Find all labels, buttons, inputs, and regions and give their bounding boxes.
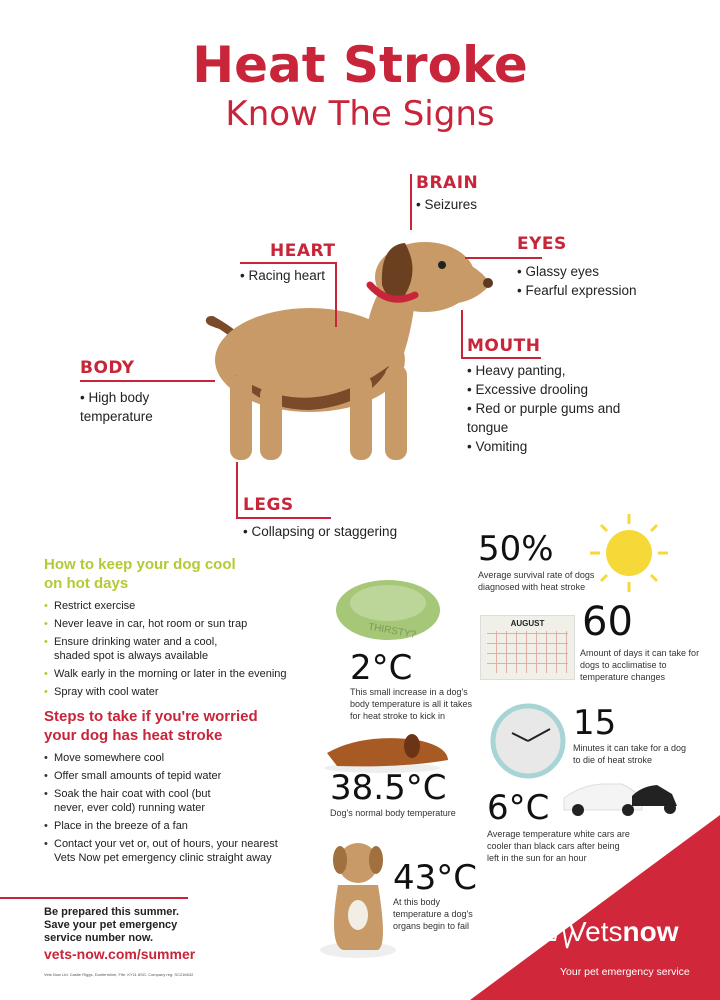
- legs-pointer-vertical: [236, 462, 238, 518]
- poster-subtitle: Know The Signs: [225, 94, 495, 134]
- legs-item: Collapsing or staggering: [243, 522, 397, 541]
- cool-item: Walk early in the morning or later in th…: [44, 667, 319, 681]
- stat-normal-value: 38.5°C: [330, 768, 447, 808]
- steps-heading: Steps to take if you're worried your dog…: [44, 708, 258, 744]
- poster-title: Heat Stroke: [192, 36, 528, 94]
- stat-acclimatise-text: Amount of days it can take for dogs to a…: [580, 648, 700, 682]
- mouth-item: Red or purple gums and tongue: [467, 399, 627, 437]
- footer-text: Be prepared this summer. Save your pet e…: [44, 906, 179, 945]
- mouth-pointer: [461, 357, 541, 359]
- steps-item: Place in the breeze of a fan: [44, 819, 319, 833]
- steps-item: Offer small amounts of tepid water: [44, 769, 319, 783]
- cool-list: Restrict exercise Never leave in car, ho…: [44, 599, 319, 699]
- body-item: High body temperature: [80, 388, 190, 426]
- eyes-list: Glassy eyes Fearful expression: [517, 262, 717, 300]
- stat-increase-text: This small increase in a dog's body temp…: [350, 687, 473, 721]
- body-label: BODY: [80, 358, 135, 378]
- brain-item: Seizures: [416, 195, 477, 214]
- cars-icon: [563, 783, 677, 816]
- mouth-label: MOUTH: [467, 336, 541, 356]
- tips-column: How to keep your dog cool on hot days Re…: [44, 555, 319, 869]
- stat-normal-text: Dog's normal body temperature: [330, 808, 456, 818]
- mouth-list: Heavy panting, Excessive drooling Red or…: [467, 361, 627, 456]
- sitting-dog-icon: [320, 843, 396, 958]
- calendar-label: AUGUST: [510, 619, 545, 628]
- legs-label: LEGS: [243, 495, 294, 515]
- stat-increase-value: 2°C: [350, 648, 413, 688]
- stat-survival-text: Average survival rate of dogs diagnosed …: [478, 570, 595, 592]
- footer-line: Save your pet emergency: [44, 919, 178, 931]
- vetsnow-pulse-logo-icon: [545, 914, 574, 949]
- eyes-item: Glassy eyes: [517, 262, 717, 281]
- cool-item: Spray with cool water: [44, 685, 319, 699]
- footer-line: service number now.: [44, 932, 154, 944]
- brain-pointer: [410, 174, 412, 230]
- steps-list: Move somewhere cool Offer small amounts …: [44, 751, 319, 865]
- bowl-icon: THIRSTY?: [336, 580, 440, 641]
- heart-item: Racing heart: [240, 266, 325, 285]
- heart-label: HEART: [270, 241, 336, 261]
- brand-name-a: Vets: [568, 916, 623, 947]
- steps-item: Soak the hair coat with cool (but never,…: [44, 787, 234, 815]
- stat-organs-value: 43°C: [393, 858, 478, 898]
- stat-acclimatise-value: 60: [582, 599, 633, 645]
- stat-organs-text: At this body temperature a dog's organs …: [393, 897, 473, 931]
- calendar-grid: [487, 631, 568, 673]
- footer-line: Be prepared this summer.: [44, 906, 180, 918]
- steps-item: Move somewhere cool: [44, 751, 319, 765]
- brain-label: BRAIN: [416, 173, 479, 193]
- legs-pointer: [236, 517, 331, 519]
- cool-item: Restrict exercise: [44, 599, 319, 613]
- heart-pointer-vertical: [335, 262, 337, 327]
- eyes-label: EYES: [517, 234, 567, 254]
- heart-pointer: [240, 262, 337, 264]
- eyes-item: Fearful expression: [517, 281, 717, 300]
- clock-icon: [490, 703, 566, 779]
- mouth-item: Heavy panting,: [467, 361, 627, 380]
- brand-name-b: now: [622, 916, 679, 947]
- body-pointer: [80, 380, 215, 382]
- mouth-pointer-vertical: [461, 310, 463, 358]
- lying-dog-icon: [324, 734, 448, 773]
- cool-item: Ensure drinking water and a cool, shaded…: [44, 635, 244, 663]
- mouth-item: Vomiting: [467, 437, 627, 456]
- brand-logo: Vetsnow: [568, 916, 678, 948]
- stat-cars-text: Average temperature white cars are coole…: [487, 829, 630, 863]
- cool-item: Never leave in car, hot room or sun trap: [44, 617, 319, 631]
- sun-icon: [590, 514, 668, 592]
- stat-minutes-text: Minutes it can take for a dog to die of …: [573, 743, 687, 765]
- steps-item: Contact your vet or, out of hours, your …: [44, 837, 294, 865]
- stat-survival-value: 50%: [478, 529, 554, 569]
- stat-minutes-value: 15: [573, 703, 617, 743]
- stat-cars-value: 6°C: [487, 788, 550, 828]
- mouth-item: Excessive drooling: [467, 380, 627, 399]
- calendar-icon: AUGUST: [480, 615, 575, 680]
- eyes-pointer: [465, 257, 542, 259]
- cool-heading: How to keep your dog cool on hot days: [44, 556, 236, 592]
- footer-divider: [0, 897, 188, 899]
- dog-illustration: [205, 242, 493, 460]
- footer-url-link[interactable]: vets-now.com/summer: [44, 946, 196, 962]
- brand-tagline: Your pet emergency service: [560, 966, 690, 978]
- footer-fineprint: Vets Now Ltd. Castle Riggs, Dunfermline,…: [44, 972, 194, 977]
